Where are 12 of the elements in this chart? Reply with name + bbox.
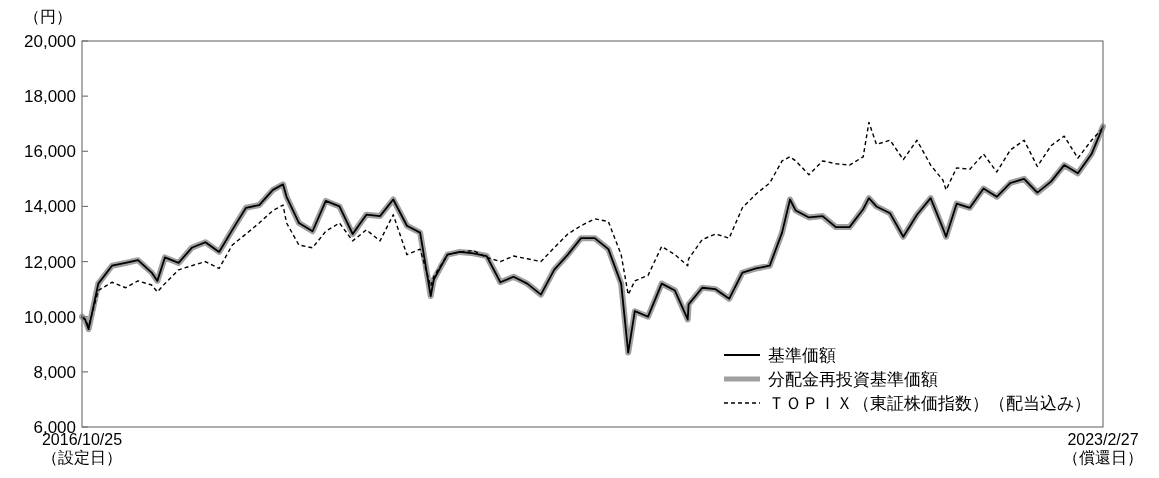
y-axis-title: （円） [24,8,72,25]
legend-label: 分配金再投資基準価額 [768,370,938,389]
y-tick-label: 18,000 [24,87,76,107]
y-tick-label: 20,000 [24,32,76,51]
y-tick-label: 16,000 [24,142,76,162]
x-tick-label: 2023/2/27 （償還日） [1063,431,1143,466]
y-tick-label: 8,000 [33,362,76,382]
legend-label: 基準価額 [768,346,836,365]
legend-label: ＴＯＰＩＸ（東証株価指数）（配当込み） [768,394,1091,413]
y-tick-label: 12,000 [24,252,76,272]
y-tick-label: 14,000 [24,197,76,217]
y-tick-label: 10,000 [24,307,76,327]
